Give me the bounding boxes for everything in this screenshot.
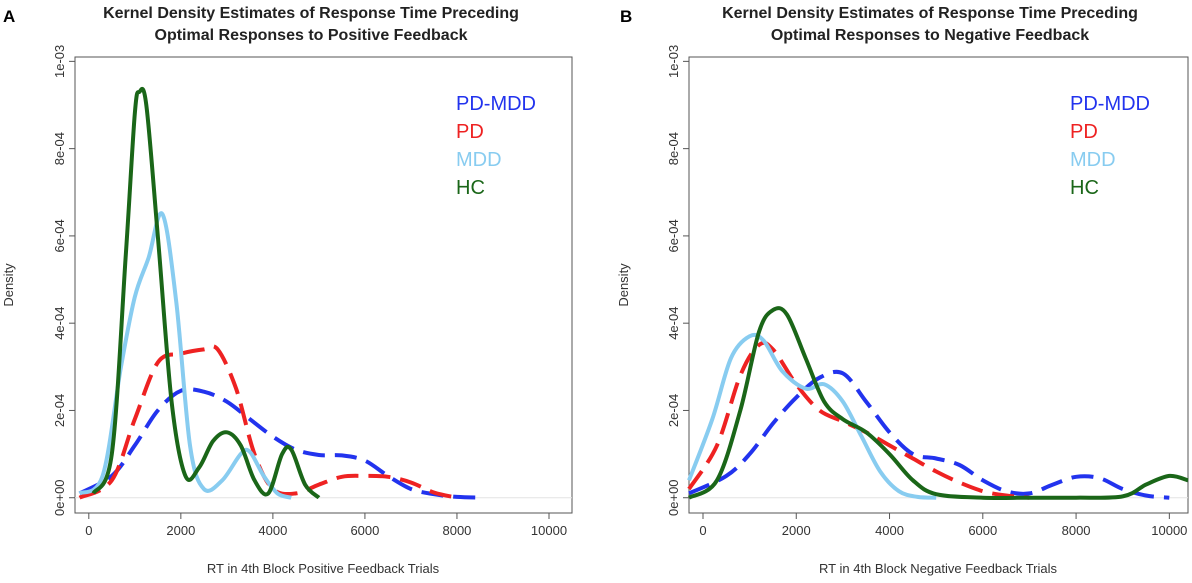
y-tick-label: 2e-04 bbox=[52, 394, 67, 427]
x-axis: 0 2000 4000 6000 8000 10000 bbox=[699, 513, 1187, 538]
series-line-hc bbox=[91, 86, 321, 500]
y-tick-label: 1e-03 bbox=[52, 45, 67, 78]
y-tick-label: 4e-04 bbox=[52, 307, 67, 340]
legend-item-pd-mdd: PD-MDD bbox=[1070, 93, 1150, 115]
legend-item-hc: HC bbox=[1070, 177, 1099, 199]
x-tick-label: 8000 bbox=[1062, 523, 1091, 538]
legend: PD-MDD PD MDD HC bbox=[1070, 93, 1150, 199]
legend-item-pd-mdd: PD-MDD bbox=[456, 93, 536, 115]
legend-item-pd: PD bbox=[1070, 121, 1098, 143]
series-line-pd-mdd bbox=[78, 387, 485, 500]
legend-item-mdd: MDD bbox=[1070, 149, 1116, 171]
y-tick-label: 1e-03 bbox=[666, 45, 681, 78]
series-line-mdd bbox=[78, 211, 292, 500]
x-tick-label: 10000 bbox=[531, 523, 567, 538]
series-line-hc bbox=[687, 306, 1189, 500]
x-tick-label: 10000 bbox=[1151, 523, 1187, 538]
y-axis: 0e+00 2e-04 4e-04 6e-04 8e-04 1e-03 bbox=[52, 45, 75, 516]
x-tick-label: 2000 bbox=[782, 523, 811, 538]
series-line-pd bbox=[78, 344, 458, 500]
x-tick-label: 0 bbox=[699, 523, 706, 538]
series-line-mdd bbox=[687, 332, 937, 500]
y-tick-label: 6e-04 bbox=[666, 219, 681, 252]
plot-frame bbox=[688, 56, 1189, 514]
y-tick-label: 8e-04 bbox=[666, 132, 681, 165]
y-tick-label: 4e-04 bbox=[666, 307, 681, 340]
legend: PD-MDD PD MDD HC bbox=[456, 93, 536, 199]
panel-letter-a: A bbox=[3, 7, 15, 26]
chart-title-line-2: Optimal Responses to Positive Feedback bbox=[155, 27, 468, 44]
y-tick-label: 6e-04 bbox=[52, 219, 67, 252]
x-tick-label: 4000 bbox=[258, 523, 287, 538]
panel-letter-b: B bbox=[620, 7, 632, 26]
panel-a: A Kernel Density Estimates of Response T… bbox=[1, 5, 573, 576]
x-axis-label: RT in 4th Block Positive Feedback Trials bbox=[207, 561, 440, 576]
legend-item-mdd: MDD bbox=[456, 149, 502, 171]
series-line-pd bbox=[687, 340, 1030, 500]
x-tick-label: 2000 bbox=[166, 523, 195, 538]
y-axis: 0e+00 2e-04 4e-04 6e-04 8e-04 1e-03 bbox=[666, 45, 689, 516]
y-tick-label: 0e+00 bbox=[666, 479, 681, 516]
chart-title-line-1: Kernel Density Estimates of Response Tim… bbox=[103, 5, 519, 22]
chart-title-line-1: Kernel Density Estimates of Response Tim… bbox=[722, 5, 1138, 22]
x-tick-label: 0 bbox=[85, 523, 92, 538]
y-tick-label: 2e-04 bbox=[666, 394, 681, 427]
y-axis-label: Density bbox=[1, 263, 16, 307]
series-layer bbox=[687, 306, 1189, 500]
y-tick-label: 8e-04 bbox=[52, 132, 67, 165]
legend-item-pd: PD bbox=[456, 121, 484, 143]
legend-item-hc: HC bbox=[456, 177, 485, 199]
x-tick-label: 8000 bbox=[442, 523, 471, 538]
x-axis: 0 2000 4000 6000 8000 10000 bbox=[85, 513, 567, 538]
panel-b: B Kernel Density Estimates of Response T… bbox=[616, 5, 1189, 576]
chart-title-line-2: Optimal Responses to Negative Feedback bbox=[771, 27, 1089, 44]
x-tick-label: 6000 bbox=[968, 523, 997, 538]
x-axis-label: RT in 4th Block Negative Feedback Trials bbox=[819, 561, 1057, 576]
x-tick-label: 6000 bbox=[350, 523, 379, 538]
y-tick-label: 0e+00 bbox=[52, 479, 67, 516]
series-layer bbox=[75, 86, 572, 500]
x-tick-label: 4000 bbox=[875, 523, 904, 538]
plot-frame bbox=[74, 56, 573, 514]
series-line-pd-mdd bbox=[688, 369, 1170, 500]
y-axis-label: Density bbox=[616, 263, 631, 307]
